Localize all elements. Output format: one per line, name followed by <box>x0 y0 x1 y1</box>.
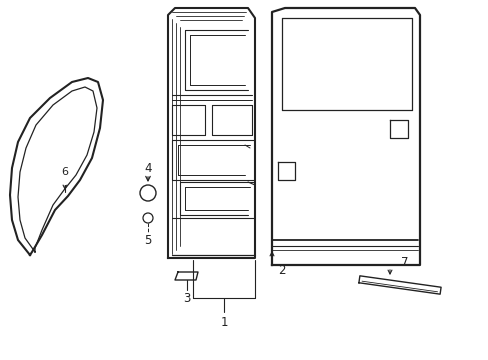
Text: 7: 7 <box>401 256 408 269</box>
Text: 6: 6 <box>61 167 68 177</box>
Text: 5: 5 <box>144 234 151 247</box>
Text: 3: 3 <box>183 292 190 305</box>
Text: 1: 1 <box>220 315 227 328</box>
Text: 4: 4 <box>144 162 151 175</box>
Text: 2: 2 <box>278 264 285 276</box>
